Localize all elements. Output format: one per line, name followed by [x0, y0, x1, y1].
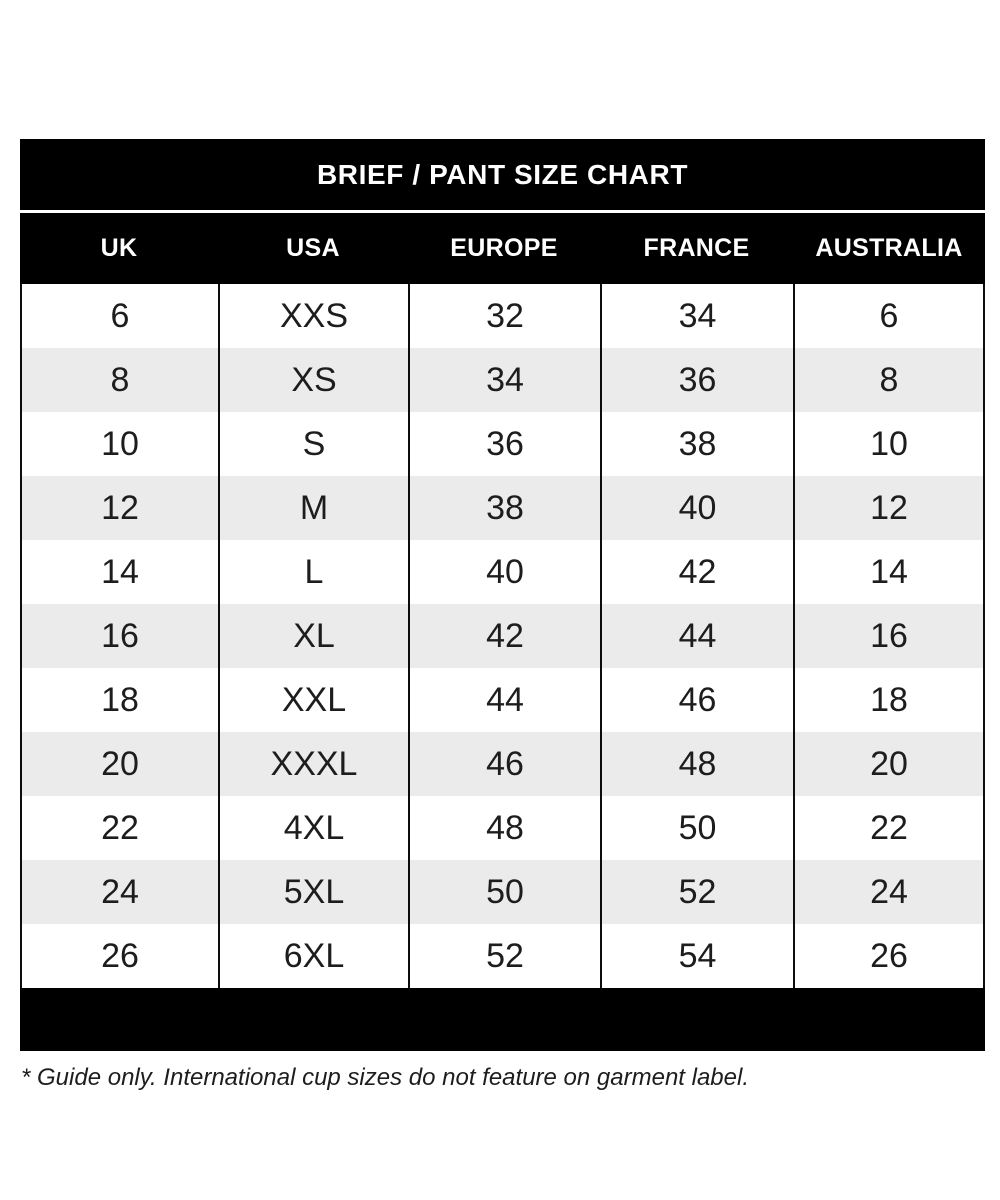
- table-cell: 50: [408, 860, 600, 924]
- table-cell: 50: [600, 796, 793, 860]
- table-cell: 14: [101, 552, 139, 591]
- table-row: 26 6XL 52 54 26: [22, 924, 983, 988]
- header-cell-europe: EUROPE: [450, 234, 558, 262]
- table-cell: 32: [408, 284, 600, 348]
- table-cell: 18: [101, 680, 139, 719]
- table-row: 24 5XL 50 52 24: [22, 860, 983, 924]
- table-cell: 38: [600, 412, 793, 476]
- table-row: 8 XS 34 36 8: [22, 348, 983, 412]
- header-cell-uk: UK: [100, 234, 138, 262]
- table-cell: 4XL: [218, 796, 408, 860]
- table-cell: 26: [793, 924, 983, 988]
- table-cell: 12: [101, 488, 139, 527]
- table-cell: 34: [408, 348, 600, 412]
- table-cell: L: [218, 540, 408, 604]
- header-cell-australia: AUSTRALIA: [815, 234, 963, 262]
- header-cell-france: FRANCE: [643, 234, 750, 262]
- table-cell: 18: [793, 668, 983, 732]
- table-cell: M: [218, 476, 408, 540]
- table-cell: 44: [408, 668, 600, 732]
- table-title-bar: BRIEF / PANT SIZE CHART: [20, 139, 985, 210]
- table-cell: 54: [600, 924, 793, 988]
- table-row: 22 4XL 48 50 22: [22, 796, 983, 860]
- table-cell: 14: [793, 540, 983, 604]
- table-row: 20 XXXL 46 48 20: [22, 732, 983, 796]
- table-cell: 22: [793, 796, 983, 860]
- table-cell: 40: [408, 540, 600, 604]
- table-cell: 8: [110, 360, 130, 399]
- table-cell: 46: [408, 732, 600, 796]
- table-cell: XXXL: [218, 732, 408, 796]
- table-cell: 26: [101, 936, 139, 975]
- table-cell: XL: [218, 604, 408, 668]
- table-cell: 36: [408, 412, 600, 476]
- table-cell: 16: [793, 604, 983, 668]
- table-cell: 10: [101, 424, 139, 463]
- size-chart-table: BRIEF / PANT SIZE CHART UK USA EUROPE FRANC…: [20, 139, 985, 1051]
- table-cell: 44: [600, 604, 793, 668]
- header-cell-usa: USA: [286, 234, 340, 262]
- table-cell: 38: [408, 476, 600, 540]
- table-cell: 20: [101, 744, 139, 783]
- table-cell: 5XL: [218, 860, 408, 924]
- table-cell: 48: [408, 796, 600, 860]
- table-cell: 6: [110, 296, 130, 335]
- table-cell: 12: [793, 476, 983, 540]
- table-cell: 52: [600, 860, 793, 924]
- table-row: 18 XXL 44 46 18: [22, 668, 983, 732]
- table-cell: 8: [793, 348, 983, 412]
- table-footer-bar: [20, 988, 985, 1051]
- table-cell: 52: [408, 924, 600, 988]
- table-cell: XXS: [218, 284, 408, 348]
- table-cell: 6: [793, 284, 983, 348]
- table-cell: 24: [793, 860, 983, 924]
- footnote-text: * Guide only. International cup sizes do…: [21, 1064, 750, 1091]
- table-cell: 20: [793, 732, 983, 796]
- table-cell: 48: [600, 732, 793, 796]
- table-row: 16 XL 42 44 16: [22, 604, 983, 668]
- table-cell: S: [218, 412, 408, 476]
- table-row: 6 XXS 32 34 6: [22, 284, 983, 348]
- table-cell: 46: [600, 668, 793, 732]
- table-cell: 10: [793, 412, 983, 476]
- table-cell: 40: [600, 476, 793, 540]
- table-header-row: UK USA EUROPE FRANCE AUSTRALIA: [20, 210, 985, 284]
- table-cell: 16: [101, 616, 139, 655]
- table-body: 6 XXS 32 34 6 8 XS 34 36 8 10 S 36 38 10 12 M 38 40 12 14 L 40…: [20, 284, 985, 988]
- table-cell: 6XL: [218, 924, 408, 988]
- table-cell: 22: [101, 808, 139, 847]
- table-title: BRIEF / PANT SIZE CHART: [316, 158, 689, 190]
- table-cell: 36: [600, 348, 793, 412]
- table-row: 10 S 36 38 10: [22, 412, 983, 476]
- table-cell: 24: [101, 872, 139, 911]
- table-cell: 42: [408, 604, 600, 668]
- table-cell: 34: [600, 284, 793, 348]
- table-cell: XXL: [218, 668, 408, 732]
- table-row: 14 L 40 42 14: [22, 540, 983, 604]
- table-cell: 42: [600, 540, 793, 604]
- table-row: 12 M 38 40 12: [22, 476, 983, 540]
- table-cell: XS: [218, 348, 408, 412]
